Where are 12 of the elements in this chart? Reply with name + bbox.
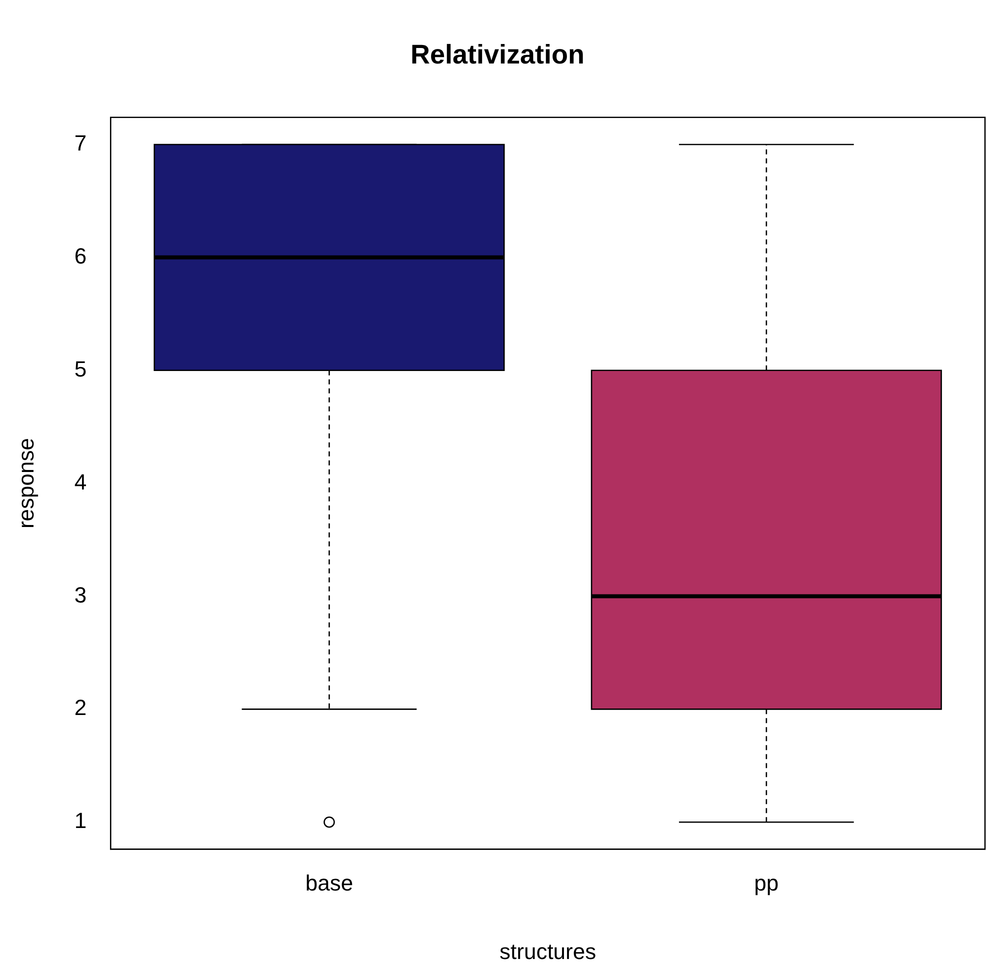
y-tick-label: 6 [74,244,87,268]
y-tick-label: 3 [74,582,87,608]
x-tick-label: pp [754,870,779,896]
y-tick-label: 4 [74,469,87,494]
y-tick-label: 7 [74,130,87,156]
y-tick-label: 2 [74,695,87,720]
x-axis-title: structures [500,938,596,964]
x-tick-label: base [305,870,354,896]
y-tick-label: 5 [74,356,87,382]
y-tick-label: 1 [74,808,87,834]
chart-title: Relativization [410,40,585,70]
y-axis-title: response [13,438,38,529]
